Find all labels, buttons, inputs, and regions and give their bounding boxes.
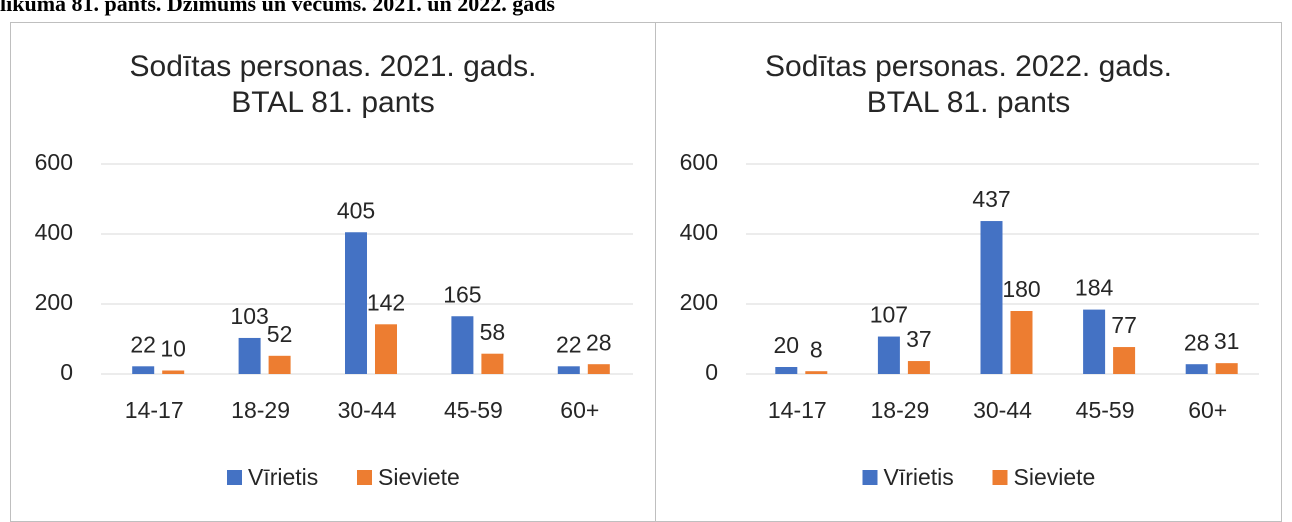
- data-label: 180: [1002, 276, 1040, 302]
- chart-title: Sodītas personas. 2021. gads. BTAL 81. p…: [129, 50, 537, 119]
- data-label: 52: [267, 321, 293, 347]
- data-label: 165: [443, 281, 481, 307]
- data-label: 28: [1184, 329, 1210, 355]
- chart-panel: Sodītas personas. 2022. gads. BTAL 81. p…: [655, 22, 1282, 522]
- bar: [775, 367, 798, 374]
- y-tick-label: 600: [680, 149, 718, 175]
- y-tick-label: 400: [35, 219, 73, 245]
- legend-label: Vīrietis: [884, 464, 954, 490]
- x-tick-label: 30-44: [973, 397, 1032, 423]
- data-label: 142: [367, 289, 405, 315]
- y-tick-label: 600: [35, 149, 73, 175]
- bar: [162, 370, 185, 374]
- bar: [345, 232, 367, 374]
- x-tick-label: 30-44: [338, 397, 397, 423]
- x-tick-label: 45-59: [444, 397, 503, 423]
- y-tick-label: 0: [705, 359, 718, 385]
- x-tick-label: 60+: [1188, 397, 1227, 423]
- legend-label: Sieviete: [1014, 464, 1096, 490]
- legend-swatch: [357, 470, 372, 485]
- bar: [1215, 363, 1238, 374]
- data-label: 31: [1214, 328, 1240, 354]
- data-label: 22: [130, 331, 156, 357]
- data-label: 28: [586, 329, 612, 355]
- legend-label: Sieviete: [378, 464, 460, 490]
- x-tick-label: 60+: [560, 397, 599, 423]
- bar: [877, 336, 900, 374]
- bar: [805, 371, 828, 374]
- data-label: 8: [810, 336, 823, 362]
- bar: [587, 364, 610, 374]
- y-tick-label: 200: [35, 289, 73, 315]
- data-label: 437: [972, 186, 1010, 212]
- x-tick-label: 14-17: [768, 397, 827, 423]
- y-tick-label: 200: [680, 289, 718, 315]
- header: likuma 81. pants. Dzimums un vecums. 202…: [0, 0, 555, 16]
- y-tick-label: 0: [60, 359, 73, 385]
- bar: [132, 366, 155, 374]
- bar: [980, 221, 1003, 374]
- legend-swatch: [992, 470, 1008, 485]
- bar: [268, 355, 291, 374]
- bar: [1185, 364, 1208, 374]
- data-label: 184: [1075, 275, 1114, 301]
- legend-swatch: [862, 470, 878, 485]
- bar: [481, 353, 504, 374]
- bar: [451, 316, 474, 374]
- data-label: 20: [774, 332, 800, 358]
- data-label: 103: [230, 303, 268, 329]
- chart-title: Sodītas personas. 2022. gads. BTAL 81. p…: [765, 50, 1172, 119]
- data-label: 37: [906, 326, 932, 352]
- chart-panel: Sodītas personas. 2021. gads. BTAL 81. p…: [10, 22, 656, 522]
- legend-label: Vīrietis: [248, 464, 318, 490]
- x-tick-label: 45-59: [1076, 397, 1135, 423]
- x-tick-label: 18-29: [231, 397, 290, 423]
- bar: [1010, 311, 1033, 374]
- data-label: 405: [337, 197, 375, 223]
- data-label: 10: [160, 336, 186, 362]
- bar: [907, 361, 930, 374]
- data-label: 58: [480, 319, 506, 345]
- legend-swatch: [227, 470, 242, 485]
- y-tick-label: 400: [680, 219, 718, 245]
- bar: [1113, 347, 1136, 374]
- data-label: 107: [870, 302, 908, 328]
- bar: [238, 337, 261, 374]
- bar: [557, 366, 580, 374]
- bar: [375, 324, 397, 374]
- data-label: 77: [1111, 312, 1137, 338]
- data-label: 22: [556, 331, 582, 357]
- x-tick-label: 18-29: [870, 397, 929, 423]
- x-tick-label: 14-17: [125, 397, 184, 423]
- bar: [1083, 309, 1106, 374]
